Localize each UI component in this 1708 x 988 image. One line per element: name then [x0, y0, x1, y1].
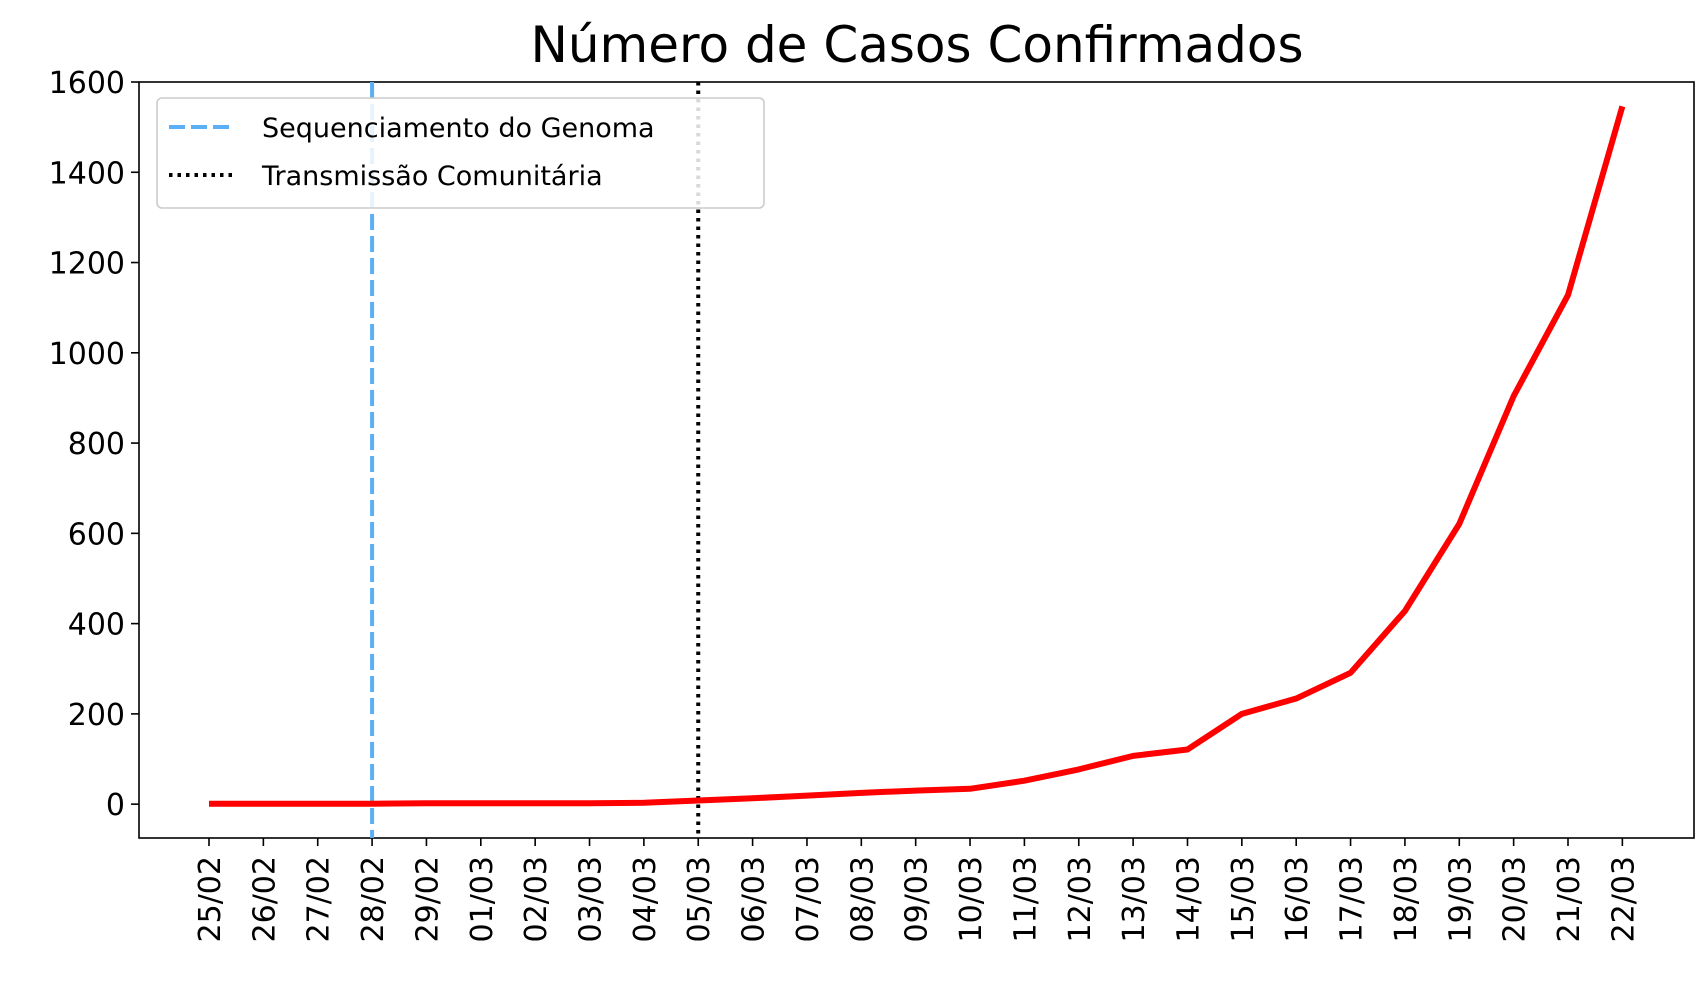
x-tick-label: 16/03: [1280, 856, 1315, 942]
x-tick-label: 07/03: [791, 856, 826, 942]
x-tick-label: 03/03: [574, 856, 609, 942]
plot-area: 0 200 400 600 800 1000 1200 1400 1600 25/02 26/02 2…: [49, 66, 1695, 942]
y-tick-label: 400: [68, 608, 125, 643]
x-tick-label: 29/02: [410, 856, 445, 942]
x-tick-label: 13/03: [1117, 856, 1152, 942]
y-tick-label: 600: [68, 517, 125, 552]
x-tick-label: 14/03: [1171, 856, 1206, 942]
confirmed-cases-line: [209, 105, 1626, 807]
legend-genome-label: Sequenciamento do Genoma: [262, 113, 655, 144]
y-tick-label: 200: [68, 698, 125, 733]
x-tick-label: 22/03: [1606, 856, 1641, 942]
y-tick-label: 1400: [49, 156, 125, 191]
chart-title: Número de Casos Confirmados: [530, 16, 1303, 74]
x-tick-label: 26/02: [247, 856, 282, 942]
x-tick-label: 21/03: [1552, 856, 1587, 942]
x-tick-label: 05/03: [682, 856, 717, 942]
x-tick-label: 09/03: [900, 856, 935, 942]
y-tick-label: 0: [106, 788, 125, 823]
x-tick-label: 15/03: [1226, 856, 1261, 942]
x-tick-label: 17/03: [1335, 856, 1370, 942]
legend-box: [156, 97, 765, 209]
axes-frame: [138, 81, 1695, 839]
y-tick-label: 800: [68, 427, 125, 462]
x-tick-label: 01/03: [465, 856, 500, 942]
x-tick-label: 27/02: [302, 856, 337, 942]
x-tick-label: 04/03: [628, 856, 663, 942]
x-tick-label: 25/02: [193, 856, 228, 942]
x-tick-label: 19/03: [1443, 856, 1478, 942]
legend-transmission-label: Transmissão Comunitária: [261, 161, 603, 192]
x-tick-label: 10/03: [954, 856, 989, 942]
y-tick-label: 1600: [49, 66, 125, 101]
x-tick-label: 18/03: [1389, 856, 1424, 942]
x-tick-label: 28/02: [356, 856, 391, 942]
x-tick-label: 11/03: [1008, 856, 1043, 942]
x-tick-label: 02/03: [519, 856, 554, 942]
x-tick-label: 20/03: [1498, 856, 1533, 942]
y-tick-label: 1000: [49, 337, 125, 372]
x-tick-label: 06/03: [737, 856, 772, 942]
x-tick-label: 08/03: [845, 856, 880, 942]
x-tick-label: 12/03: [1063, 856, 1098, 942]
y-tick-label: 1200: [49, 247, 125, 282]
